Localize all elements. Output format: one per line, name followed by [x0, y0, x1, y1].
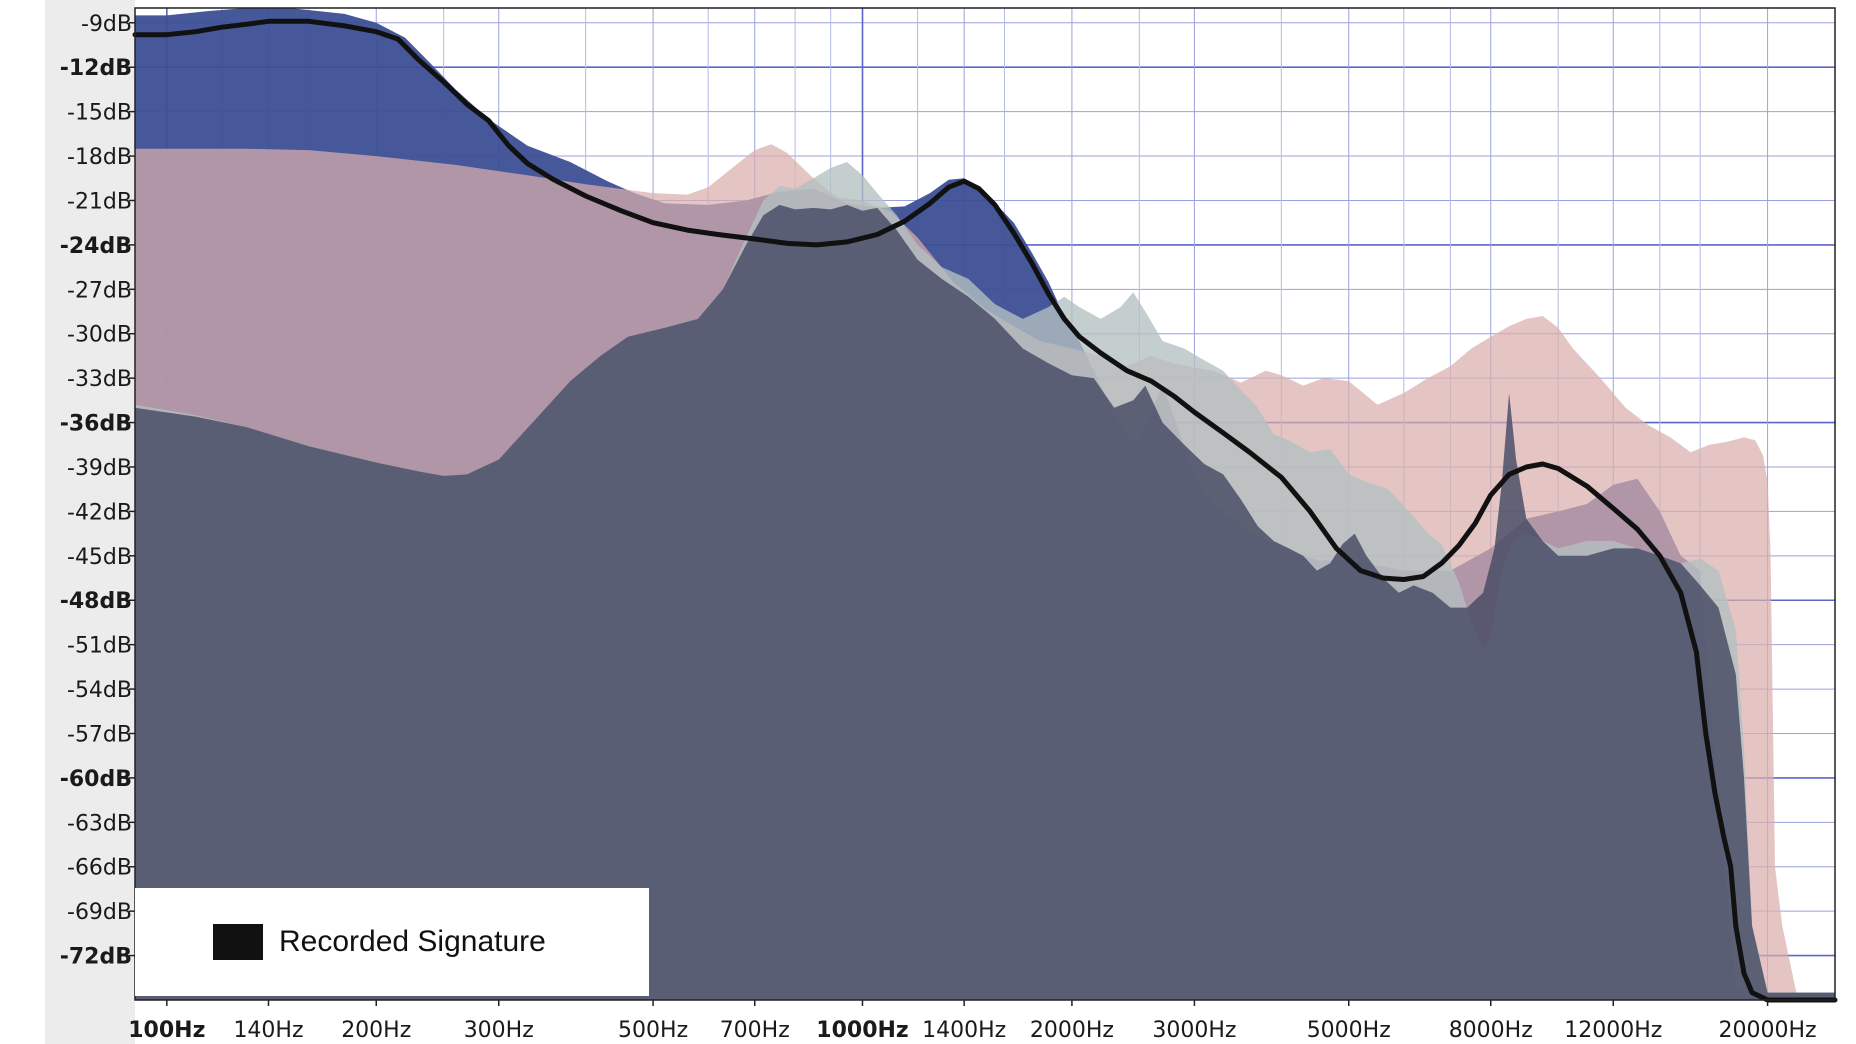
recorded-signature-line: [132, 18, 1838, 1003]
y-tick-label: -54dB: [67, 678, 132, 703]
legend-label: Recorded Signature: [279, 925, 546, 958]
plot-border: [134, 7, 1836, 1001]
y-tick-label: -39dB: [67, 456, 132, 481]
y-tick-label: -12dB: [60, 56, 132, 81]
x-tick-label: 3000Hz: [1152, 1018, 1236, 1043]
x-tick-label: 1400Hz: [922, 1018, 1006, 1043]
spectrum-area-4: [135, 204, 1835, 1000]
left-margin: [45, 0, 135, 1044]
legend-swatch: [213, 924, 263, 960]
x-tick-label: 12000Hz: [1564, 1018, 1662, 1043]
y-tick-label: -9dB: [81, 12, 132, 37]
x-tick-label: 5000Hz: [1307, 1018, 1391, 1043]
y-tick-label: -60dB: [60, 767, 132, 792]
y-tick-label: -18dB: [67, 145, 132, 170]
y-tick-label: -66dB: [67, 856, 132, 881]
y-tick-label: -51dB: [67, 634, 132, 659]
y-tick-label: -57dB: [67, 722, 132, 747]
y-tick-label: -42dB: [67, 500, 132, 525]
signature-lines: [132, 18, 1838, 1003]
y-tick-label: -69dB: [67, 900, 132, 925]
x-tick-label: 2000Hz: [1030, 1018, 1114, 1043]
x-axis-tick-labels: 100Hz 140Hz 200Hz 300Hz 500Hz 700Hz 1000Hz 1400…: [128, 1018, 1816, 1043]
x-tick-label: 100Hz: [128, 1018, 205, 1043]
x-tick-label: 500Hz: [618, 1018, 688, 1043]
y-tick-label: -33dB: [67, 367, 132, 392]
x-tick-label: 8000Hz: [1449, 1018, 1533, 1043]
x-tick-label: 1000Hz: [816, 1018, 908, 1043]
y-tick-label: -72dB: [60, 945, 132, 970]
x-tick-label: 140Hz: [233, 1018, 303, 1043]
y-tick-label: -30dB: [67, 323, 132, 348]
legend: Recorded Signature: [135, 888, 649, 996]
y-tick-label: -24dB: [60, 234, 132, 259]
y-tick-label: -36dB: [60, 412, 132, 437]
x-tick-label: 300Hz: [464, 1018, 534, 1043]
x-tick-label: 20000Hz: [1719, 1018, 1817, 1043]
y-tick-label: -27dB: [67, 278, 132, 303]
x-tick-label: 200Hz: [341, 1018, 411, 1043]
y-tick-label: -15dB: [67, 101, 132, 126]
x-tick-label: 700Hz: [720, 1018, 790, 1043]
y-tick-label: -63dB: [67, 811, 132, 836]
y-tick-label: -21dB: [67, 189, 132, 214]
y-tick-label: -48dB: [60, 589, 132, 614]
spectrum-areas: [135, 8, 1835, 1000]
axes: [129, 7, 1836, 1006]
y-tick-label: -45dB: [67, 545, 132, 570]
y-axis-tick-labels: -9dB -12dB -15dB -18dB -21dB -24dB -27dB -30dB -…: [60, 12, 132, 970]
